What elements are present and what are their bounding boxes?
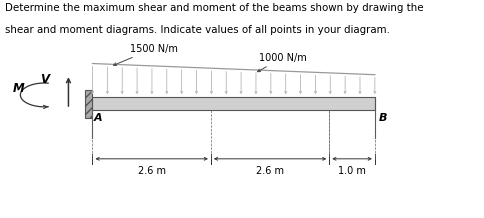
Text: 1500 N/m: 1500 N/m [113,44,177,65]
Text: 1000 N/m: 1000 N/m [257,53,306,72]
Bar [92,97,374,110]
Bar [84,90,92,118]
Text: M: M [12,82,24,95]
Text: 2.6 m: 2.6 m [256,166,284,176]
Text: shear and moment diagrams. Indicate values of all points in your diagram.: shear and moment diagrams. Indicate valu… [5,24,389,34]
Text: 1.0 m: 1.0 m [337,166,365,176]
Text: B: B [378,113,386,123]
Text: A: A [93,113,102,123]
Text: Determine the maximum shear and moment of the beams shown by drawing the: Determine the maximum shear and moment o… [5,3,423,13]
Text: V: V [40,73,49,86]
Text: 2.6 m: 2.6 m [137,166,166,176]
